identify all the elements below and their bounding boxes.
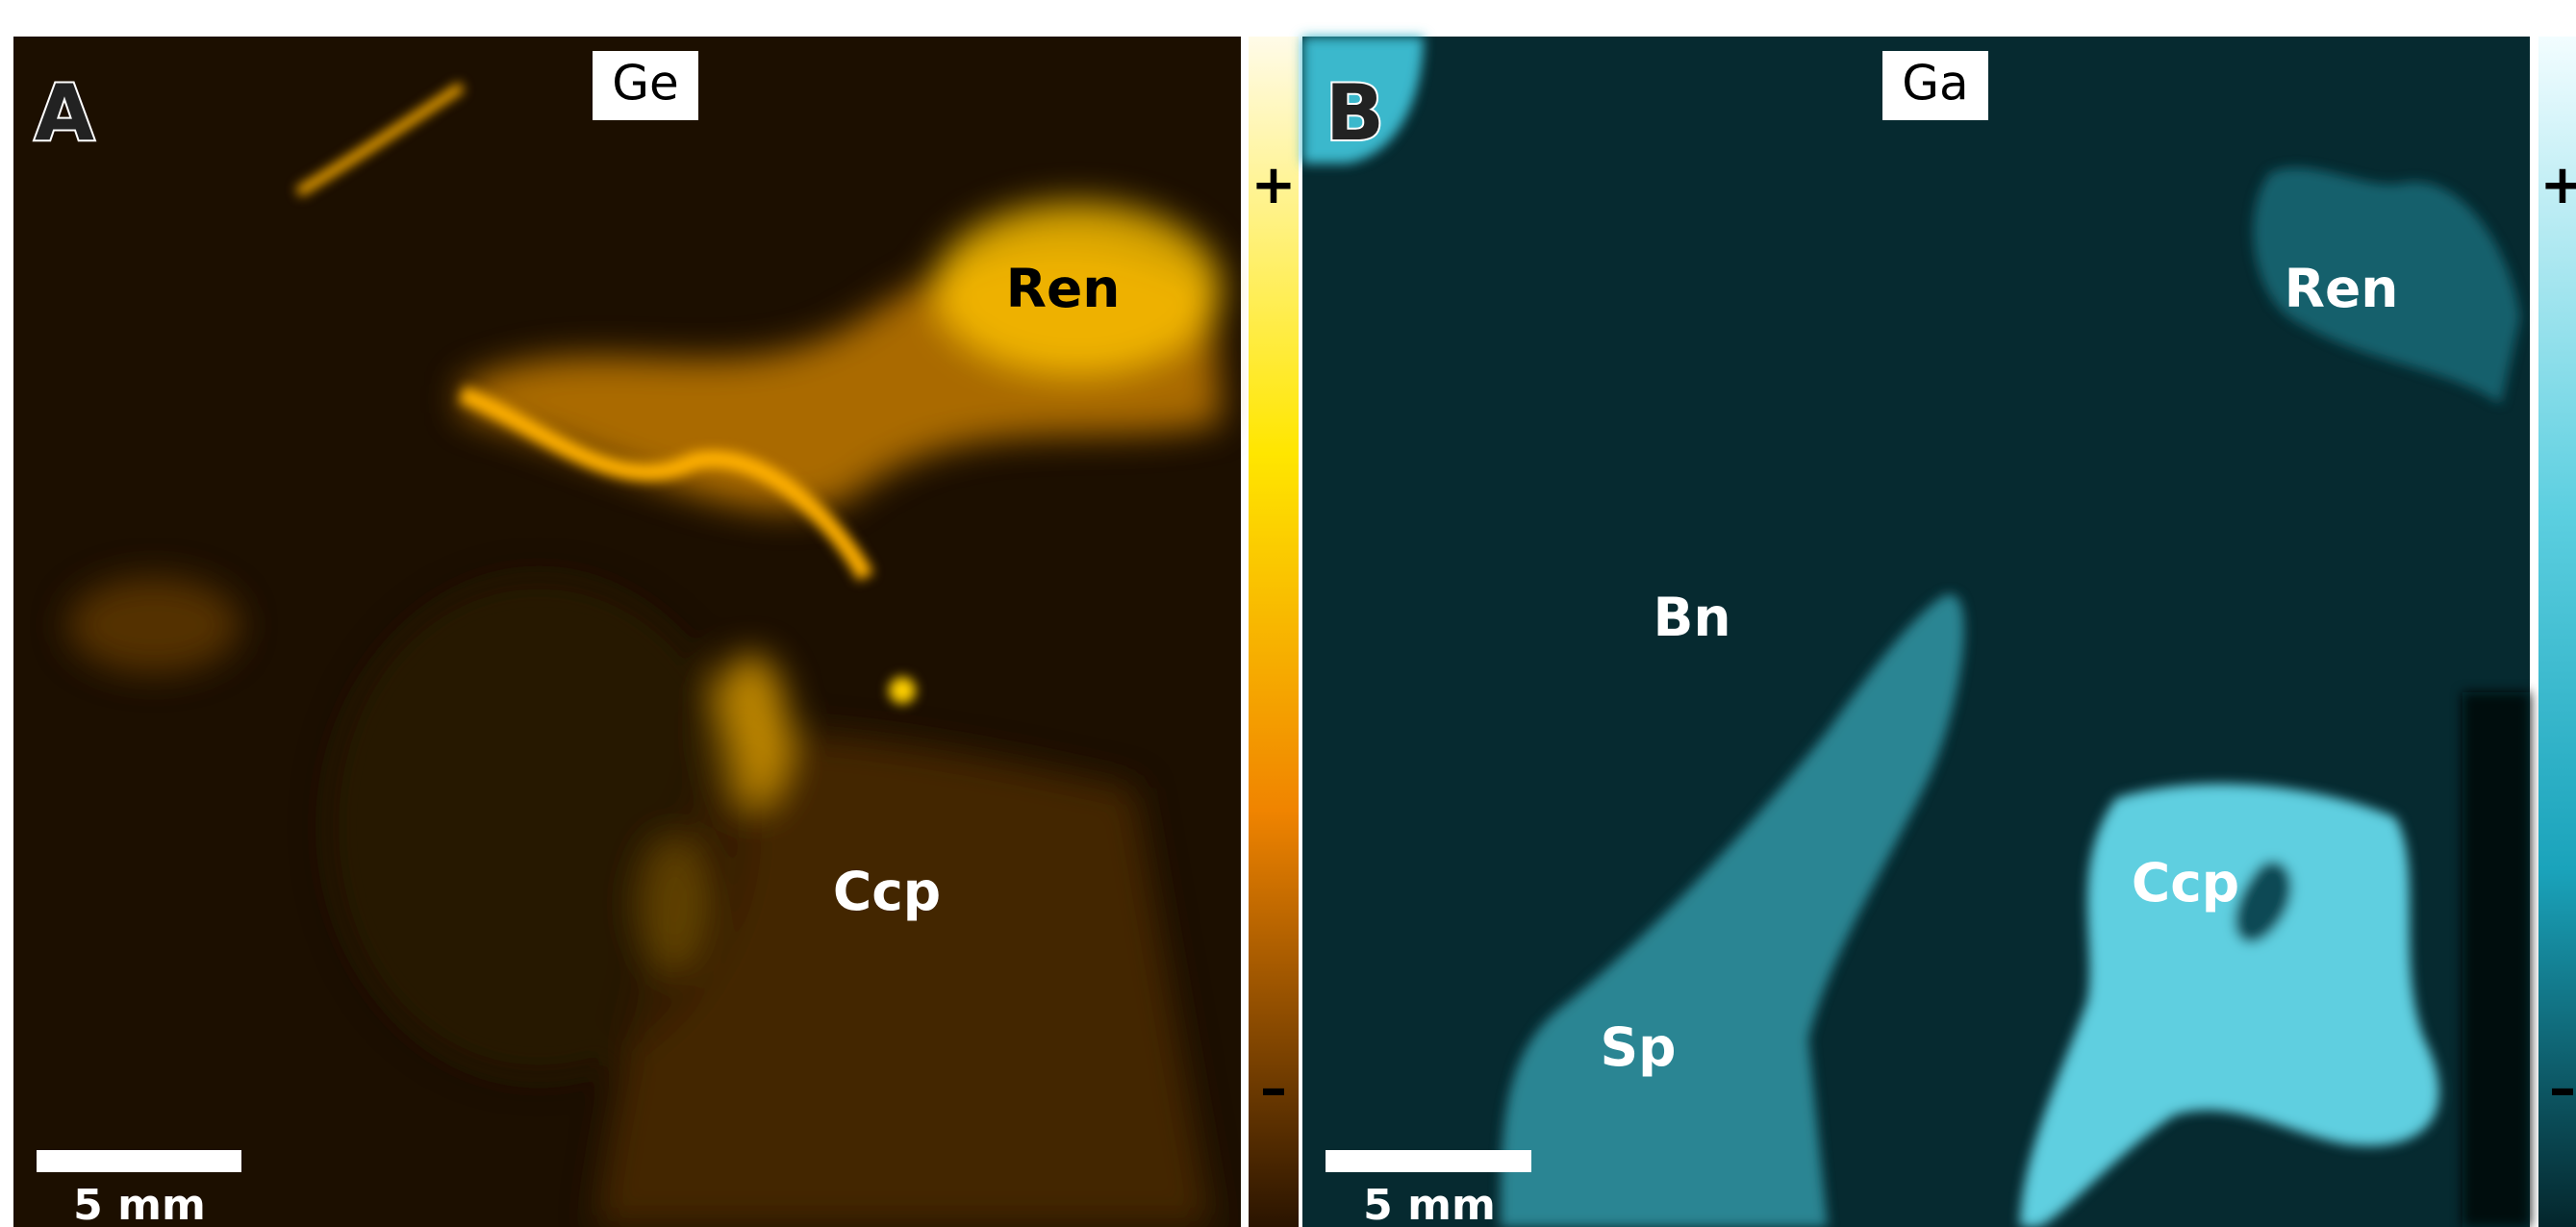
element-label: Ga (1902, 56, 1968, 112)
panel-letter: B (1326, 68, 1384, 158)
element-label: Ge (612, 56, 679, 112)
panel-a: + – A Ge Ren Ccp 5 mm (13, 37, 1299, 1227)
mineral-label: Ccp (2132, 852, 2239, 914)
scale-bar (37, 1150, 241, 1172)
mineral-label: Ren (2285, 258, 2399, 319)
scale-bar (1326, 1150, 1531, 1172)
mineral-label: Bn (1653, 587, 1730, 648)
panel-b: + – B Ga Ren Bn Ccp Sp 5 mm (1302, 37, 2576, 1227)
map-texture (889, 677, 916, 704)
scale-bar-label: 5 mm (73, 1181, 206, 1227)
scale-bar-label: 5 mm (1363, 1181, 1496, 1227)
mineral-label: Ren (1006, 258, 1121, 319)
figure: + – A Ge Ren Ccp 5 mm + – B Ga Ren Bn Cc… (0, 0, 2576, 1227)
colorbar-min: – (1260, 1058, 1287, 1120)
mineral-label: Ccp (833, 861, 941, 922)
panel-letter: A (35, 68, 94, 158)
colorbar-max: + (2540, 154, 2576, 216)
colorbar-max: + (1251, 154, 1297, 216)
mineral-label: Sp (1601, 1016, 1677, 1078)
colorbar-min: – (2549, 1058, 2576, 1120)
